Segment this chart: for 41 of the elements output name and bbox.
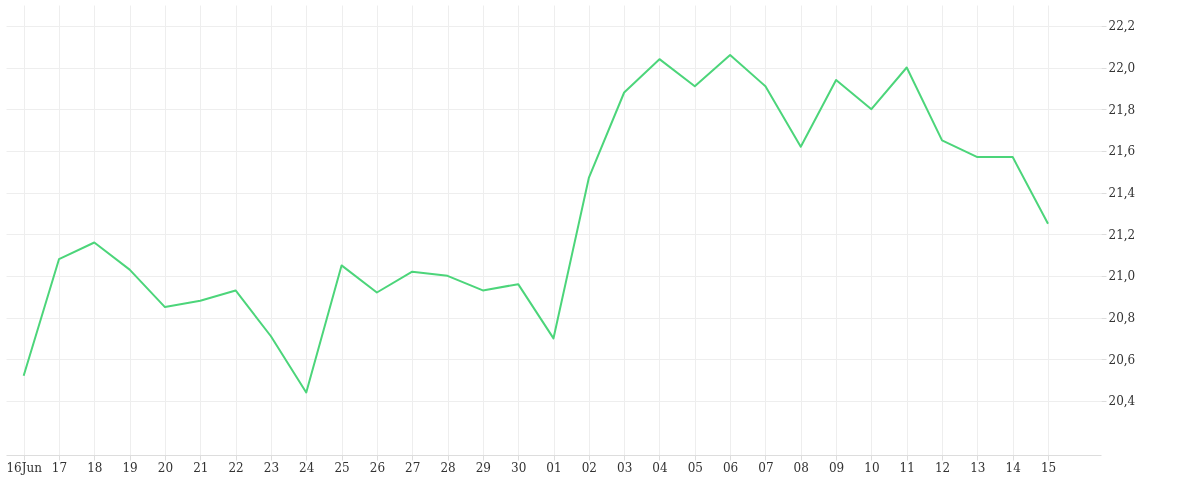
- x-tick-label: 11: [899, 460, 915, 475]
- line-series: [22, 54, 1050, 394]
- x-tick-label: 14: [1005, 460, 1022, 475]
- x-tick-label: 27: [405, 460, 421, 475]
- x-tick-label: 06: [722, 460, 739, 475]
- y-tick-label: 21,2: [1108, 227, 1136, 242]
- y-tick-label: 20,8: [1108, 311, 1136, 325]
- x-tick-label: 28: [440, 460, 456, 475]
- x-tick-label: 10: [864, 460, 880, 475]
- x-tick-label: 09: [828, 460, 845, 475]
- y-tick-label: 20,4: [1108, 394, 1136, 409]
- x-tick-label: 23: [263, 460, 280, 475]
- x-tick-label: 02: [581, 460, 597, 475]
- x-tick-label: 01: [546, 460, 562, 475]
- x-tick-label: 07: [758, 460, 774, 475]
- y-tick-label: 21,4: [1108, 186, 1136, 200]
- x-tick-label: 30: [511, 460, 527, 475]
- x-tick-label: 24: [299, 460, 315, 475]
- x-tick-label: 03: [617, 460, 633, 475]
- y-tick-label: 21,6: [1108, 144, 1136, 159]
- x-tick-label: 16Jun: [6, 460, 43, 475]
- x-tick-label: 21: [193, 460, 209, 475]
- y-tick-label: 22,0: [1108, 61, 1136, 75]
- x-tick-label: 18: [87, 460, 103, 475]
- x-tick-label: 26: [369, 460, 386, 475]
- x-tick-label: 22: [228, 460, 244, 475]
- x-tick-label: 13: [970, 460, 986, 475]
- x-tick-label: 20: [157, 460, 174, 475]
- x-tick-label: 25: [334, 460, 350, 475]
- y-tick-label: 22,2: [1108, 19, 1136, 34]
- x-tick-label: 29: [475, 460, 491, 475]
- x-tick-label: 17: [51, 460, 68, 475]
- y-tick-label: 21,0: [1108, 269, 1136, 284]
- x-tick-label: 12: [934, 460, 951, 475]
- x-tick-label: 15: [1040, 460, 1057, 475]
- y-tick-label: 21,8: [1108, 102, 1136, 117]
- x-tick-label: 04: [652, 460, 668, 475]
- x-tick-label: 08: [793, 460, 809, 475]
- x-tick-label: 19: [122, 460, 138, 475]
- y-tick-label: 20,6: [1108, 352, 1136, 367]
- x-tick-label: 05: [687, 460, 703, 475]
